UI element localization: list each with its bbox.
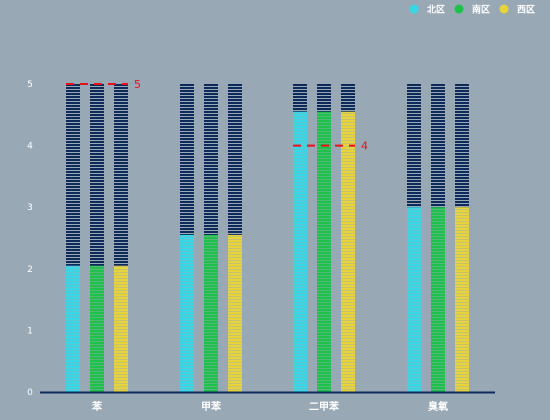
bar-3-3 xyxy=(341,111,355,392)
y-tick-label: 2 xyxy=(27,265,33,275)
bar-2-3 xyxy=(317,111,331,392)
bar-1-2 xyxy=(180,234,194,392)
reference-lines: 54 xyxy=(66,78,368,153)
legend-marker xyxy=(409,4,419,14)
bar-2-2 xyxy=(204,234,218,392)
bar-3-1 xyxy=(114,265,128,392)
bar-3-4 xyxy=(455,207,469,392)
legend-label: 南区 xyxy=(472,4,490,16)
legend: 北区 南区 西区 xyxy=(409,4,535,16)
x-tick-label: 苯 xyxy=(91,400,103,413)
bar-2-1 xyxy=(90,265,104,392)
bar-1-4 xyxy=(407,207,421,392)
legend-label: 北区 xyxy=(427,4,445,16)
y-tick-label: 0 xyxy=(27,388,33,398)
reference-line-label: 4 xyxy=(361,140,368,153)
x-tick-label: 甲苯 xyxy=(201,400,222,413)
y-axis: 0 1 2 3 4 5 xyxy=(27,80,33,398)
y-tick-label: 5 xyxy=(27,80,33,90)
bar-3-2 xyxy=(228,234,242,392)
reference-line-label: 5 xyxy=(134,78,141,91)
bar-1-3 xyxy=(293,111,307,392)
x-tick-label: 臭氧 xyxy=(428,400,448,413)
y-tick-label: 3 xyxy=(27,203,33,213)
bar-1-1 xyxy=(66,265,80,392)
data-bars xyxy=(66,111,469,392)
legend-label: 西区 xyxy=(517,5,535,16)
legend-marker xyxy=(454,4,464,14)
y-tick-label: 1 xyxy=(27,326,33,336)
legend-marker xyxy=(499,4,509,14)
y-tick-label: 4 xyxy=(27,142,33,152)
bar-2-4 xyxy=(431,207,445,392)
x-tick-label: 二甲苯 xyxy=(309,400,340,413)
x-axis: 苯 甲苯 二甲苯 臭氧 xyxy=(40,391,495,413)
